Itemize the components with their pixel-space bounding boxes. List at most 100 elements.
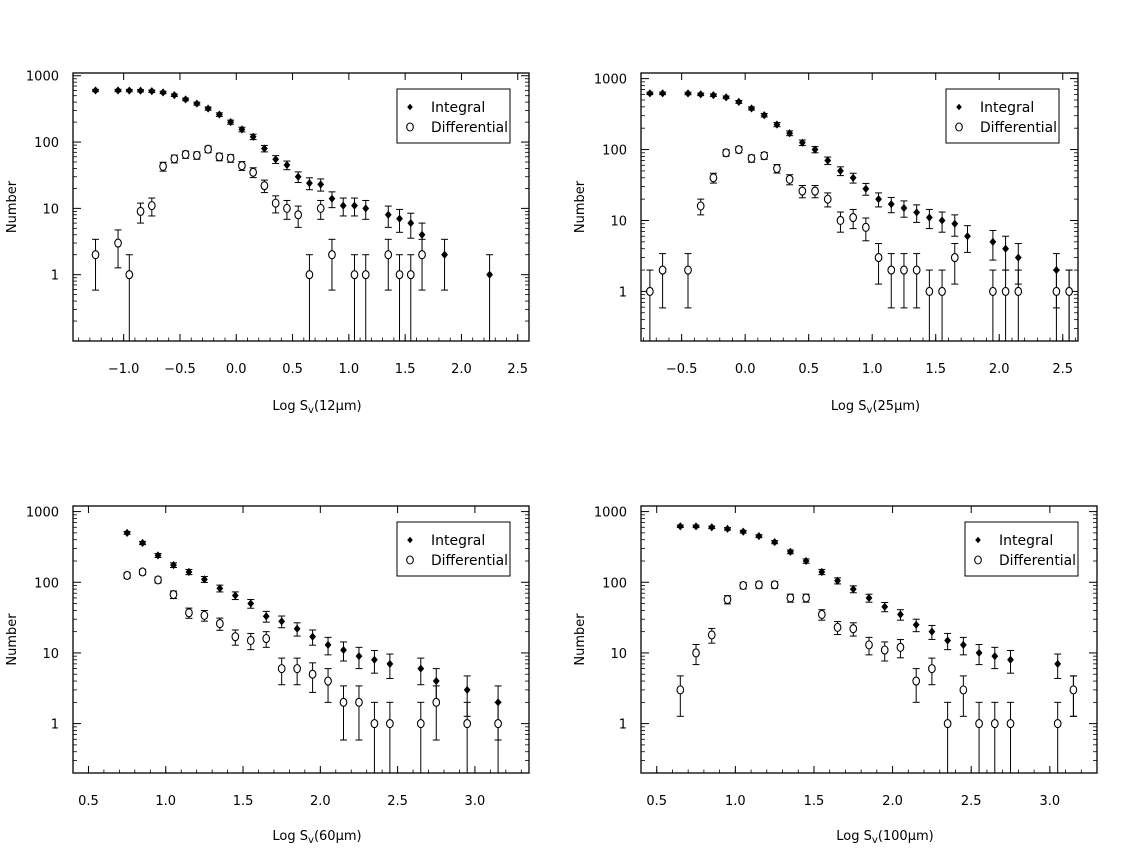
data-point-differential <box>416 719 425 729</box>
x-tick-label: 2.0 <box>989 362 1010 377</box>
data-point-integral <box>170 91 178 100</box>
data-point-differential <box>283 203 291 213</box>
data-point-integral <box>881 602 889 611</box>
data-point-differential <box>862 222 870 232</box>
data-point-integral <box>272 155 280 164</box>
x-tick-label: 1.0 <box>339 362 360 377</box>
x-tick-label: 2.0 <box>310 794 331 809</box>
data-point-integral <box>786 547 794 556</box>
data-point-integral <box>159 88 167 97</box>
legend-box <box>396 88 511 144</box>
data-point-integral <box>798 138 806 147</box>
data-point-integral <box>238 125 246 134</box>
data-point-integral <box>340 645 347 655</box>
y-tick-label: 100 <box>34 136 59 151</box>
data-point-differential <box>215 152 224 162</box>
data-point-integral <box>283 160 291 170</box>
data-point-integral <box>748 104 755 113</box>
series-differential <box>646 145 1073 341</box>
data-point-differential <box>786 593 795 603</box>
data-point-integral <box>875 195 882 204</box>
data-point-integral <box>278 617 286 626</box>
data-point-differential <box>463 719 472 729</box>
data-point-differential <box>370 719 379 729</box>
data-point-integral <box>227 118 235 127</box>
data-point-differential <box>246 635 255 646</box>
data-point-integral <box>975 648 983 658</box>
data-point-integral <box>959 640 967 649</box>
x-tick-label: 0.5 <box>646 794 667 809</box>
legend-box <box>396 521 511 577</box>
legend-box <box>945 88 1060 144</box>
data-point-differential <box>849 624 858 634</box>
data-point-differential <box>1006 719 1015 729</box>
y-tick-label: 10 <box>42 647 59 662</box>
x-tick-label: 1.5 <box>233 794 254 809</box>
data-point-integral <box>249 132 257 141</box>
data-point-integral <box>887 200 895 209</box>
legend-marker-integral <box>407 103 413 111</box>
legend-label-integral: Integral <box>980 100 1034 116</box>
data-point-differential <box>494 719 502 729</box>
plot-frame <box>72 72 530 342</box>
x-tick-label: 1.5 <box>804 794 825 809</box>
series-differential <box>123 567 502 773</box>
y-tick-label: 10 <box>42 202 59 217</box>
data-point-differential <box>154 575 162 585</box>
data-point-differential <box>896 642 905 652</box>
data-point-integral <box>125 86 133 95</box>
series-integral <box>92 86 494 341</box>
plot-frame <box>640 505 1098 774</box>
data-point-differential <box>125 270 134 280</box>
data-point-differential <box>676 685 685 695</box>
data-point-integral <box>386 659 394 668</box>
y-tick-label: 1 <box>619 285 627 300</box>
legend-label-differential: Differential <box>431 120 508 136</box>
data-point-integral <box>351 201 358 210</box>
data-point-integral <box>407 219 415 228</box>
x-tick-label: 3.0 <box>465 794 486 809</box>
data-point-differential <box>747 153 756 163</box>
data-point-differential <box>324 676 332 686</box>
data-point-integral <box>938 216 946 225</box>
data-point-integral <box>989 237 997 246</box>
data-point-integral <box>697 90 705 99</box>
data-point-integral <box>200 575 208 584</box>
data-point-integral <box>114 86 122 95</box>
legend-label-integral: Integral <box>431 100 485 116</box>
legend-marker-integral <box>407 536 413 544</box>
data-point-differential <box>975 719 983 729</box>
data-point-integral <box>760 111 768 120</box>
legend: Integral Differential <box>964 521 1079 577</box>
data-point-integral <box>231 591 239 600</box>
data-point-differential <box>355 697 363 707</box>
x-tick-label: 0.5 <box>798 362 819 377</box>
x-tick-label: 0.0 <box>226 362 247 377</box>
data-point-differential <box>823 194 832 204</box>
data-point-differential <box>990 719 999 729</box>
panel-12um: −1.0 −0.5 0.0 0.5 1.0 1.5 2.0 2.5 1 10 100 1000 Log … <box>5 70 530 416</box>
data-point-integral <box>148 87 156 96</box>
data-point-differential <box>262 633 271 644</box>
data-point-differential <box>692 648 700 658</box>
data-point-differential <box>1065 286 1073 296</box>
series-differential <box>676 580 1078 773</box>
data-point-differential <box>260 181 269 191</box>
data-point-differential <box>658 265 667 275</box>
legend: Integral Differential <box>396 88 511 144</box>
data-point-differential <box>1069 685 1078 695</box>
x-tick-label: −1.0 <box>108 362 140 377</box>
legend-marker-differential <box>955 122 963 132</box>
data-point-integral <box>724 524 731 533</box>
data-point-differential <box>912 676 921 686</box>
data-point-integral <box>900 203 908 213</box>
data-point-integral <box>384 210 392 219</box>
data-point-differential <box>204 144 212 154</box>
data-point-differential <box>811 186 819 196</box>
data-point-differential <box>418 250 426 260</box>
data-point-differential <box>773 163 781 174</box>
data-point-differential <box>833 622 842 632</box>
data-point-integral <box>951 219 959 228</box>
y-tick-label: 1 <box>51 269 59 284</box>
data-point-integral <box>247 599 255 608</box>
